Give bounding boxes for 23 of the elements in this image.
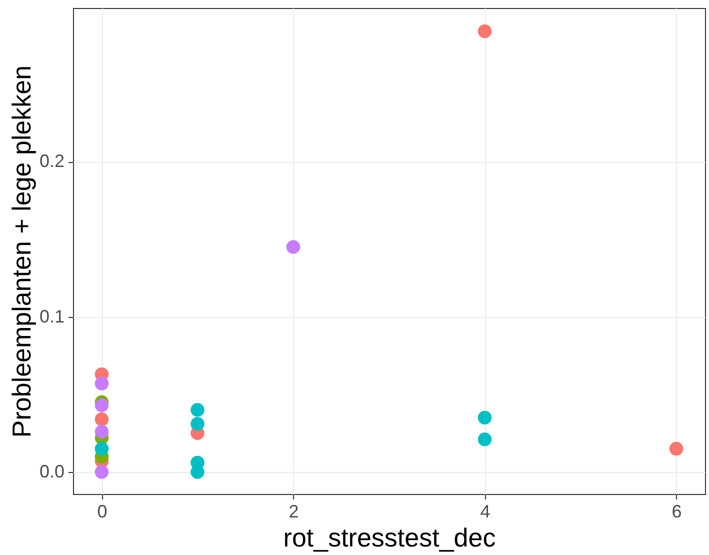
x-tick-label: 4 (480, 502, 490, 522)
y-axis-title: Probleemplanten + lege plekken (6, 65, 36, 438)
point (94, 424, 109, 438)
point (478, 432, 492, 446)
y-tick-label: 0.2 (39, 151, 64, 172)
x-tick-label: 6 (672, 502, 682, 522)
point (190, 465, 204, 479)
point (286, 240, 300, 254)
point (94, 412, 109, 426)
y-tick-label: 0.0 (39, 461, 64, 482)
y-tick-label: 0.1 (39, 306, 64, 326)
point (94, 398, 109, 412)
x-axis-title: rot_stresstest_dec (283, 522, 496, 552)
point (190, 403, 204, 417)
x-tick-label: 2 (288, 502, 299, 522)
point (94, 442, 109, 456)
point (190, 416, 204, 431)
point (669, 442, 684, 456)
point (94, 376, 109, 390)
point (94, 465, 109, 479)
x-tick-label: 0 (97, 502, 108, 522)
point (478, 24, 492, 38)
point (478, 410, 492, 425)
